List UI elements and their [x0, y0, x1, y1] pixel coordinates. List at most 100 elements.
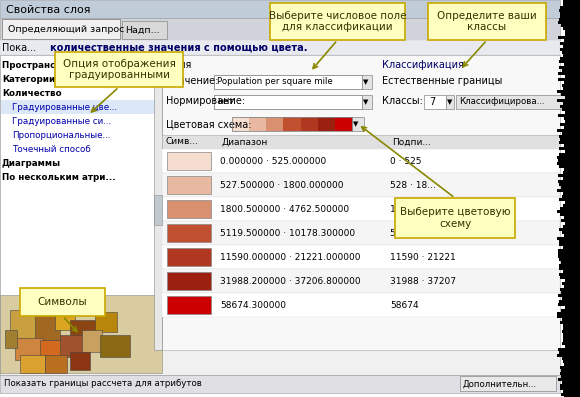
Text: 11590.000000 · 21221.000000: 11590.000000 · 21221.000000 [220, 252, 361, 262]
Bar [0, 55, 560, 375]
Bar [562, 231, 580, 234]
Bar [559, 18, 580, 21]
Bar [565, 345, 580, 348]
Bar [564, 81, 580, 84]
Bar [162, 149, 560, 173]
Bar [561, 93, 580, 96]
Bar [557, 237, 580, 240]
Bar [563, 390, 580, 393]
Bar [565, 30, 580, 33]
Text: Естественные границы: Естественные границы [382, 76, 502, 86]
Bar [428, 3, 546, 40]
Bar [40, 340, 62, 360]
Bar [266, 117, 284, 131]
Bar [559, 267, 580, 270]
Bar [558, 72, 580, 75]
Bar [558, 249, 580, 252]
Bar [558, 114, 580, 117]
Bar [561, 369, 580, 372]
Bar [563, 336, 580, 339]
Text: Подпи...: Подпи... [392, 137, 431, 146]
Text: Свойства слоя: Свойства слоя [6, 5, 90, 15]
Bar [563, 225, 580, 228]
Bar [560, 12, 580, 15]
Bar [0, 40, 560, 55]
Bar [100, 335, 130, 357]
Bar [559, 243, 580, 246]
Bar [162, 173, 560, 197]
Bar [559, 9, 580, 12]
Bar [167, 248, 211, 266]
Bar [167, 176, 211, 194]
Bar [565, 279, 580, 282]
Bar [560, 48, 580, 51]
Bar [162, 221, 560, 245]
Text: Цветовая схема:: Цветовая схема: [166, 119, 252, 129]
Bar [162, 293, 560, 317]
Bar [565, 150, 580, 153]
Bar [561, 375, 580, 378]
Bar [562, 330, 580, 333]
Bar [558, 159, 580, 162]
Bar [20, 288, 105, 316]
Text: Диаграммы: Диаграммы [2, 160, 61, 168]
Bar [562, 318, 580, 321]
Text: Классифицирова...: Классифицирова... [459, 98, 545, 106]
Bar [362, 95, 372, 109]
Text: количественные значения с помощью цвета.: количественные значения с помощью цвета. [50, 43, 307, 53]
Bar [154, 195, 162, 225]
Text: ▼: ▼ [363, 99, 368, 105]
Text: Количество: Количество [2, 89, 61, 98]
Text: Надп...: Надп... [125, 25, 160, 35]
Text: 31988 · 37207: 31988 · 37207 [390, 276, 456, 285]
Bar [0, 0, 560, 18]
Bar [424, 95, 446, 109]
Bar [560, 387, 580, 390]
Bar [562, 84, 580, 87]
Bar [565, 306, 580, 309]
Bar [560, 138, 580, 141]
Bar [563, 327, 580, 330]
Bar [162, 245, 560, 269]
Text: Показать границы рассчета для атрибутов: Показать границы рассчета для атрибутов [4, 380, 202, 389]
Bar [70, 320, 98, 345]
Bar [557, 189, 580, 192]
Bar [558, 294, 580, 297]
Text: Точечный способ: Точечный способ [12, 145, 90, 154]
Text: ▼: ▼ [447, 99, 452, 105]
Text: 11590 · 21221: 11590 · 21221 [390, 252, 456, 262]
Bar [561, 261, 580, 264]
Bar [557, 312, 580, 315]
Bar [560, 105, 580, 108]
Bar [557, 156, 580, 159]
Bar [558, 252, 580, 255]
Text: 5120 · 10178: 5120 · 10178 [390, 229, 450, 237]
Bar [565, 75, 580, 78]
Bar [560, 276, 580, 279]
Bar [563, 3, 580, 6]
Bar [15, 338, 43, 360]
Bar [561, 219, 580, 222]
Bar [562, 195, 580, 198]
Bar [564, 39, 580, 42]
Bar [352, 117, 364, 131]
Text: Опция отображения
градуированными: Опция отображения градуированными [63, 59, 175, 80]
Bar [20, 355, 45, 373]
Bar [167, 200, 211, 218]
Bar [318, 117, 335, 131]
Bar [563, 339, 580, 342]
Bar [557, 210, 580, 213]
Bar [561, 309, 580, 312]
Bar [564, 168, 580, 171]
Bar [0, 295, 162, 373]
Bar [167, 296, 211, 314]
Bar [1, 100, 155, 114]
Bar [559, 300, 580, 303]
Bar [35, 315, 60, 340]
Bar [70, 352, 90, 370]
Bar [558, 36, 580, 39]
Text: 7: 7 [429, 97, 435, 107]
Bar [559, 66, 580, 69]
Bar [558, 78, 580, 81]
Text: ▼: ▼ [363, 79, 368, 85]
